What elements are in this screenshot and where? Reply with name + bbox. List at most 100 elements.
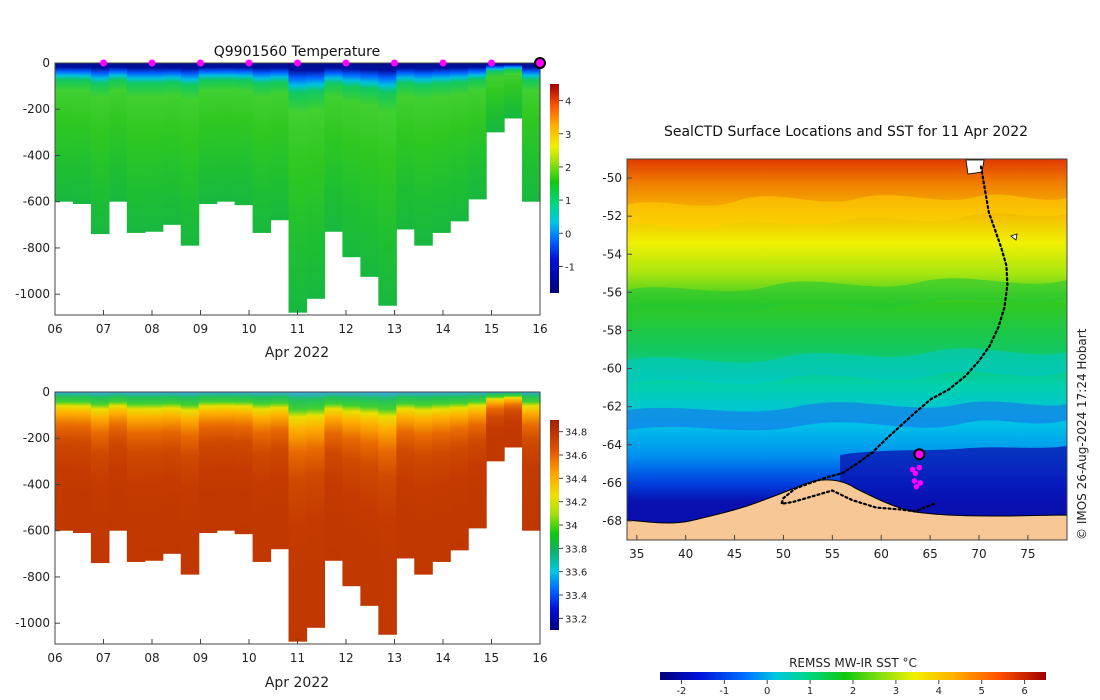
x-tick-label: 13 [387, 651, 402, 665]
x-tick-label: 08 [144, 651, 159, 665]
x-tick-label: 10 [241, 322, 256, 336]
temperature-colorbar [550, 84, 559, 293]
profile-column [450, 63, 469, 222]
colorbar-tick-label: 34.6 [565, 451, 587, 462]
map-x-tick-label: 75 [1020, 547, 1035, 561]
x-tick-label: 14 [435, 322, 450, 336]
temperature-panel: Q9901560 Temperature 06 07 08 09 10 11 12 13 14 1… [15, 44, 575, 361]
sst-colorbar-tick-label: -1 [719, 686, 729, 697]
sst-colorbar-tick-label: 6 [1021, 686, 1027, 697]
profile-column [486, 63, 505, 133]
profile-marker [148, 59, 156, 67]
sst-colorbar-tick-label: 5 [978, 686, 984, 697]
profile-column [432, 63, 451, 233]
profile-marker [100, 59, 107, 67]
map-y-tick-label: -58 [602, 323, 622, 337]
salinity-colorbar-ticks: 34.8 34.6 34.4 34.2 34 33.8 33.6 33.4 33.2 [559, 428, 587, 625]
profile-column [90, 392, 110, 564]
y-tick-label: -200 [23, 102, 50, 116]
profile-column [504, 63, 523, 119]
profile-column [234, 63, 254, 206]
profile-column [126, 392, 146, 562]
temperature-profile-markers [100, 57, 546, 69]
seal-profile-points [909, 448, 926, 490]
x-tick-label: 12 [338, 651, 353, 665]
profile-column [72, 392, 92, 534]
profile-column [396, 392, 415, 559]
map-frame [626, 158, 1068, 541]
sst-colorbar-tick-label: 0 [764, 686, 770, 697]
profile-column [108, 63, 128, 202]
profile-point [909, 466, 916, 473]
y-tick-label: -600 [23, 195, 50, 209]
x-tick-label: 13 [387, 322, 402, 336]
colorbar-tick-label: 33.8 [565, 544, 587, 555]
map-y-tick-label: -54 [602, 247, 622, 261]
profile-column [486, 392, 505, 462]
x-tick-label: 12 [338, 322, 353, 336]
salinity-panel: 06 07 08 09 10 11 12 13 14 15 16 0 -200 -400 -600 -800… [15, 385, 587, 691]
latest-profile-marker [534, 57, 546, 69]
profile-column [468, 392, 487, 529]
profile-column [306, 392, 326, 628]
y-tick-label: -1000 [15, 287, 50, 301]
profile-column [126, 63, 146, 233]
colorbar-tick-label: 4 [565, 97, 571, 108]
map-x-tick-label: 65 [922, 547, 937, 561]
profile-column [342, 63, 361, 258]
y-tick-label: -400 [23, 477, 50, 491]
profile-column [198, 63, 218, 205]
map-x-tick-label: 70 [971, 547, 986, 561]
profile-column [360, 63, 379, 277]
y-tick-label: -800 [23, 570, 50, 584]
x-tick-label: 06 [47, 322, 62, 336]
profile-marker [439, 59, 447, 67]
map-y-tick-label: -68 [602, 514, 622, 528]
profile-column [144, 392, 164, 561]
profile-column [324, 392, 344, 561]
map-x-tick-label: 60 [874, 547, 889, 561]
map-y-ticks: -50 -52 -54 -56 -58 -60 -62 -64 -66 -68 [602, 171, 632, 528]
profile-column [342, 392, 361, 587]
profile-point [913, 483, 920, 490]
y-tick-label: 0 [42, 385, 50, 399]
x-tick-label: 15 [484, 322, 499, 336]
profile-column [144, 63, 164, 232]
heard-island [1010, 233, 1018, 241]
y-tick-label: -400 [23, 148, 50, 162]
map-title: SealCTD Surface Locations and SST for 11… [664, 124, 1028, 140]
sst-colorbar-tick-label: 4 [936, 686, 942, 697]
map-y-tick-label: -62 [602, 400, 622, 414]
profile-column [72, 63, 92, 205]
profile-column [468, 63, 487, 200]
profile-column [90, 63, 110, 235]
sst-colorbar-tick-label: 3 [893, 686, 899, 697]
profile-column [504, 392, 523, 448]
map-y-tick-label: -60 [602, 362, 622, 376]
x-tick-label: 11 [290, 651, 305, 665]
profile-marker [342, 59, 350, 67]
profile-column [432, 392, 451, 562]
temperature-x-label: Apr 2022 [265, 345, 329, 361]
profile-point [916, 464, 923, 471]
seal-track [779, 165, 1009, 513]
sst-colorbar-tick-label: -2 [676, 686, 686, 697]
colorbar-tick-label: 3 [565, 130, 571, 141]
profile-column [288, 392, 308, 642]
sst-map-panel: SealCTD Surface Locations and SST for 11… [602, 124, 1068, 697]
colorbar-tick-label: 33.6 [565, 568, 587, 579]
profile-column [216, 392, 236, 531]
profile-marker [197, 59, 204, 67]
map-x-ticks: 35 40 45 50 55 60 65 70 75 [629, 535, 1036, 561]
sst-colorbar-tick-label: 1 [807, 686, 813, 697]
profile-column [234, 392, 254, 535]
profile-column [55, 63, 74, 202]
colorbar-tick-label: 1 [565, 196, 571, 207]
profile-marker [391, 59, 398, 67]
x-tick-label: 09 [193, 651, 208, 665]
profile-column [522, 63, 541, 202]
y-tick-label: -600 [23, 524, 50, 538]
x-tick-label: 14 [435, 651, 450, 665]
y-tick-label: -1000 [15, 616, 50, 630]
salinity-colorbar [550, 420, 559, 630]
